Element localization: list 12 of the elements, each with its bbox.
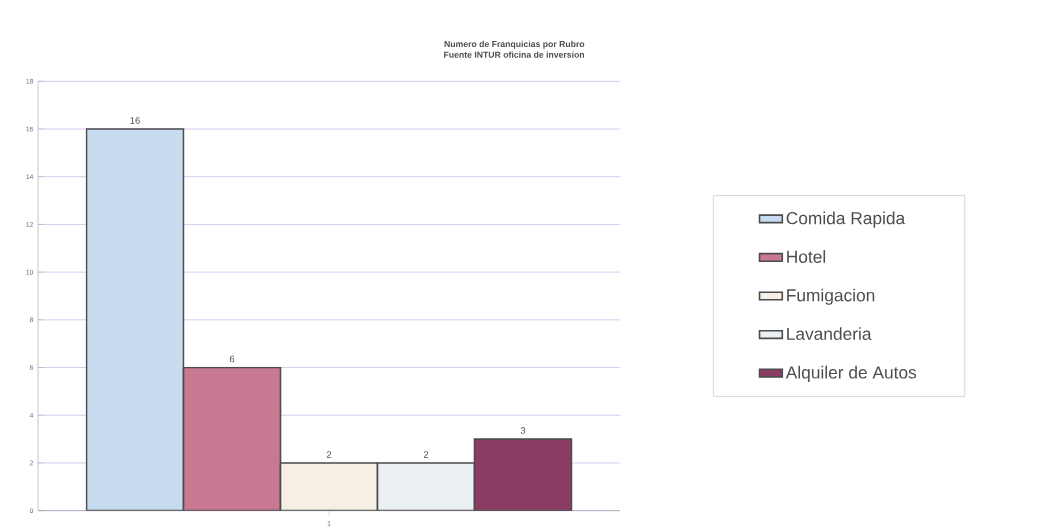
- legend-label: Comida Rapida: [786, 211, 906, 228]
- chart-title: Numero de Franquicias por Rubro: [444, 40, 585, 49]
- legend-label: Fumigacion: [787, 288, 875, 305]
- legend-label: Lavanderia: [787, 327, 872, 340]
- data-label: 16: [130, 117, 140, 124]
- data-label: 6: [229, 355, 235, 363]
- data-label: 2: [326, 451, 332, 458]
- legend-label: Hotel: [787, 250, 826, 263]
- chart-subtitle: Fuente INTUR oficina de inversion: [444, 51, 585, 58]
- legend-label: Alquiler de Autos: [785, 365, 917, 382]
- data-label: 3: [520, 427, 526, 434]
- data-label: 2: [423, 451, 429, 458]
